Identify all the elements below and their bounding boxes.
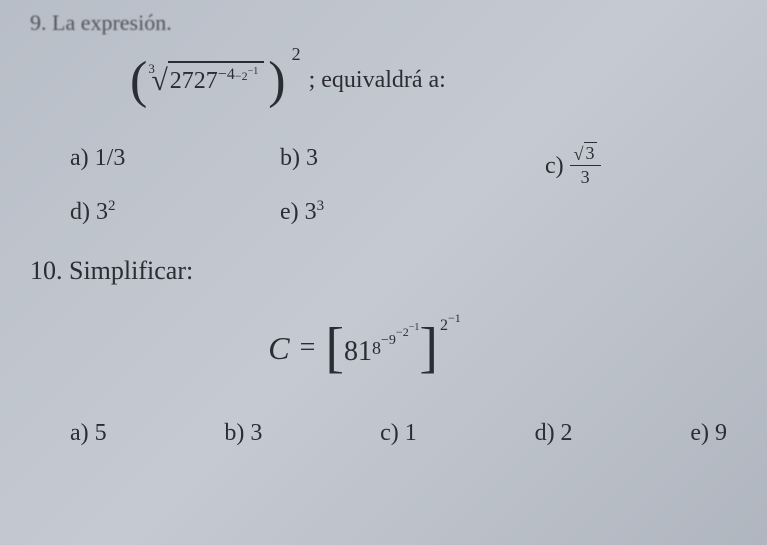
rparen: ) <box>268 51 285 110</box>
q9-options-row1: a) 1/3 b) 3 c) √3 3 <box>70 145 737 190</box>
q10-expression: C = [ 818−9−2−1 ] 2−1 <box>10 316 717 380</box>
q9-suffix: ; equivaldrá a: <box>309 67 446 94</box>
q9-header: 9. La expresión. <box>30 10 737 36</box>
q10-option-a: a) 5 <box>70 420 107 447</box>
outer-exponent-tower: 2−1 <box>440 317 461 335</box>
q9-option-e: e) 33 <box>280 198 324 226</box>
q9-option-a: a) 1/3 <box>70 145 280 190</box>
q10-options: a) 5 b) 3 c) 1 d) 2 e) 9 <box>70 420 727 447</box>
q9-options-row2: d) 32 e) 33 <box>70 198 737 226</box>
rbracket: ] <box>419 316 438 380</box>
q9-option-b: b) 3 <box>280 145 545 190</box>
equals-sign: = <box>300 332 316 364</box>
q10-option-d: d) 2 <box>535 420 573 447</box>
outer-exponent: 2 <box>292 44 301 64</box>
q10-option-b: b) 3 <box>224 420 262 447</box>
q9-expression: ( 3 √2727−4−2−1 ) 2 ; equivaldrá a: <box>130 51 737 110</box>
base-81: 818−9−2−1 <box>344 336 419 368</box>
lbracket: [ <box>325 316 344 380</box>
q10-option-e: e) 9 <box>690 420 727 447</box>
q10-option-c: c) 1 <box>380 420 417 447</box>
q9-option-c: c) √3 3 <box>545 145 601 190</box>
q10-label: 10. Simplificar: <box>30 256 737 286</box>
radicand: 2727−4−2−1 <box>168 61 264 95</box>
c-variable: C <box>268 330 289 367</box>
q9-option-d: d) 32 <box>70 198 280 226</box>
radical-sign: √ <box>151 64 167 98</box>
lparen: ( <box>130 51 147 110</box>
